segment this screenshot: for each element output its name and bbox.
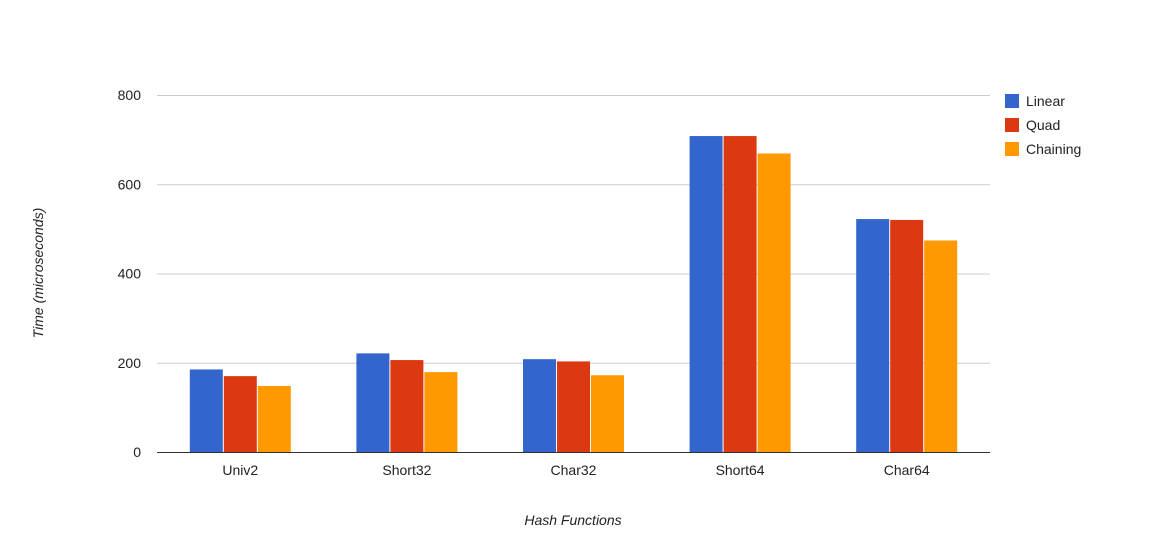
x-tick-label: Char64 — [884, 462, 930, 478]
x-tick-label: Char32 — [551, 462, 597, 478]
y-axis-title: Time (microseconds) — [30, 208, 46, 339]
bar-linear-short32 — [356, 353, 390, 452]
legend: Linear Quad Chaining — [1005, 93, 1081, 157]
axes: 0 200 400 600 800 Univ2 Short32 Char32 Short64 Ch… — [118, 87, 990, 478]
bar-chaining-univ2 — [257, 385, 291, 452]
bar-chaining-char64 — [924, 240, 958, 452]
y-tick-label: 0 — [133, 444, 141, 460]
bar-linear-char32 — [523, 359, 556, 452]
legend-label: Quad — [1026, 117, 1060, 133]
bars — [189, 136, 958, 453]
y-tick-label: 800 — [118, 87, 142, 103]
bar-linear-short64 — [689, 136, 723, 452]
x-axis-title: Hash Functions — [524, 512, 621, 528]
y-tick-label: 600 — [118, 176, 142, 192]
bar-quad-char64 — [890, 219, 924, 452]
bar-linear-univ2 — [189, 369, 223, 452]
bar-quad-char32 — [557, 361, 590, 452]
bar-chaining-short64 — [757, 153, 791, 453]
bar-quad-short64 — [723, 136, 757, 452]
x-tick-label: Univ2 — [222, 462, 258, 478]
legend-label: Chaining — [1026, 141, 1081, 157]
bar-linear-char64 — [856, 219, 890, 452]
legend-item-chaining: Chaining — [1005, 141, 1081, 157]
legend-swatch — [1005, 142, 1019, 156]
bar-chaining-short32 — [424, 372, 458, 452]
y-tick-label: 200 — [118, 355, 142, 371]
legend-label: Linear — [1026, 93, 1065, 109]
y-tick-label: 400 — [118, 266, 142, 282]
bar-chaining-char32 — [591, 375, 624, 452]
legend-item-quad: Quad — [1005, 117, 1060, 133]
bar-quad-univ2 — [223, 376, 257, 452]
legend-swatch — [1005, 94, 1019, 108]
legend-swatch — [1005, 118, 1019, 132]
bar-quad-short32 — [390, 360, 424, 452]
x-tick-label: Short32 — [382, 462, 431, 478]
legend-item-linear: Linear — [1005, 93, 1065, 109]
x-tick-label: Short64 — [716, 462, 765, 478]
